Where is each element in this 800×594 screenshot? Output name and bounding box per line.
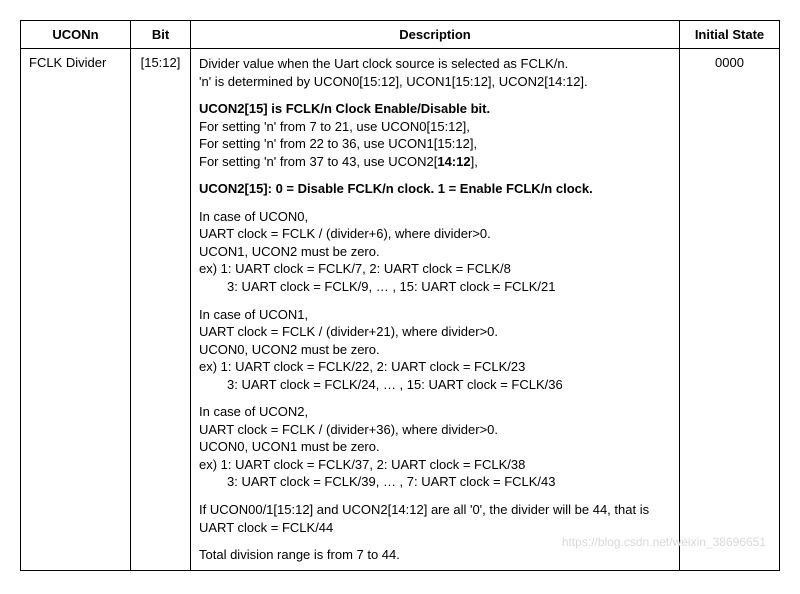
desc-line: ex) 1: UART clock = FCLK/22, 2: UART clo… bbox=[199, 359, 525, 374]
desc-para-range: Total division range is from 7 to 44. bbox=[199, 546, 671, 564]
header-bit: Bit bbox=[131, 21, 191, 49]
desc-frag: ], bbox=[471, 154, 478, 169]
desc-line: In case of UCON2, bbox=[199, 404, 308, 419]
desc-para-ucon1: In case of UCON1, UART clock = FCLK / (d… bbox=[199, 306, 671, 394]
desc-line: In case of UCON0, bbox=[199, 209, 308, 224]
desc-line: UCON0, UCON2 must be zero. bbox=[199, 342, 380, 357]
desc-line-indent: 3: UART clock = FCLK/24, … , 15: UART cl… bbox=[199, 377, 563, 392]
desc-line: UCON1, UCON2 must be zero. bbox=[199, 244, 380, 259]
desc-para-all-zero: If UCON00/1[15:12] and UCON2[14:12] are … bbox=[199, 501, 671, 536]
desc-line: In case of UCON1, bbox=[199, 307, 308, 322]
desc-line: Divider value when the Uart clock source… bbox=[199, 56, 568, 71]
desc-line: For setting 'n' from 22 to 36, use UCON1… bbox=[199, 136, 477, 151]
desc-line: For setting 'n' from 37 to 43, use UCON2… bbox=[199, 154, 478, 169]
table-row: FCLK Divider [15:12] Divider value when … bbox=[21, 49, 780, 571]
desc-frag: For setting 'n' from 37 to 43, use UCON2… bbox=[199, 154, 437, 169]
header-initial-state: Initial State bbox=[680, 21, 780, 49]
desc-line: 'n' is determined by UCON0[15:12], UCON1… bbox=[199, 74, 588, 89]
desc-para-intro: Divider value when the Uart clock source… bbox=[199, 55, 671, 90]
register-table: UCONn Bit Description Initial State FCLK… bbox=[20, 20, 780, 571]
desc-line: For setting 'n' from 7 to 21, use UCON0[… bbox=[199, 119, 470, 134]
desc-line: ex) 1: UART clock = FCLK/7, 2: UART cloc… bbox=[199, 261, 511, 276]
table-header-row: UCONn Bit Description Initial State bbox=[21, 21, 780, 49]
cell-initial-state: 0000 bbox=[680, 49, 780, 571]
desc-line-indent: 3: UART clock = FCLK/39, … , 7: UART clo… bbox=[199, 474, 556, 489]
desc-para-ucon2-15: UCON2[15]: 0 = Disable FCLK/n clock. 1 =… bbox=[199, 180, 671, 198]
cell-description: Divider value when the Uart clock source… bbox=[191, 49, 680, 571]
desc-line-indent: 3: UART clock = FCLK/9, … , 15: UART clo… bbox=[199, 279, 556, 294]
desc-line-bold: UCON2[15] is FCLK/n Clock Enable/Disable… bbox=[199, 101, 490, 116]
desc-frag-bold: 14:12 bbox=[437, 154, 470, 169]
desc-line: UART clock = FCLK / (divider+21), where … bbox=[199, 324, 498, 339]
desc-line: UART clock = FCLK / (divider+36), where … bbox=[199, 422, 498, 437]
cell-field-name: FCLK Divider bbox=[21, 49, 131, 571]
header-description: Description bbox=[191, 21, 680, 49]
desc-line: UCON0, UCON1 must be zero. bbox=[199, 439, 380, 454]
header-uconn: UCONn bbox=[21, 21, 131, 49]
desc-para-ucon0: In case of UCON0, UART clock = FCLK / (d… bbox=[199, 208, 671, 296]
desc-line: UART clock = FCLK / (divider+6), where d… bbox=[199, 226, 491, 241]
cell-bit: [15:12] bbox=[131, 49, 191, 571]
desc-line: ex) 1: UART clock = FCLK/37, 2: UART clo… bbox=[199, 457, 525, 472]
desc-para-enable-bit: UCON2[15] is FCLK/n Clock Enable/Disable… bbox=[199, 100, 671, 170]
desc-para-ucon2: In case of UCON2, UART clock = FCLK / (d… bbox=[199, 403, 671, 491]
register-table-wrap: UCONn Bit Description Initial State FCLK… bbox=[20, 20, 780, 571]
